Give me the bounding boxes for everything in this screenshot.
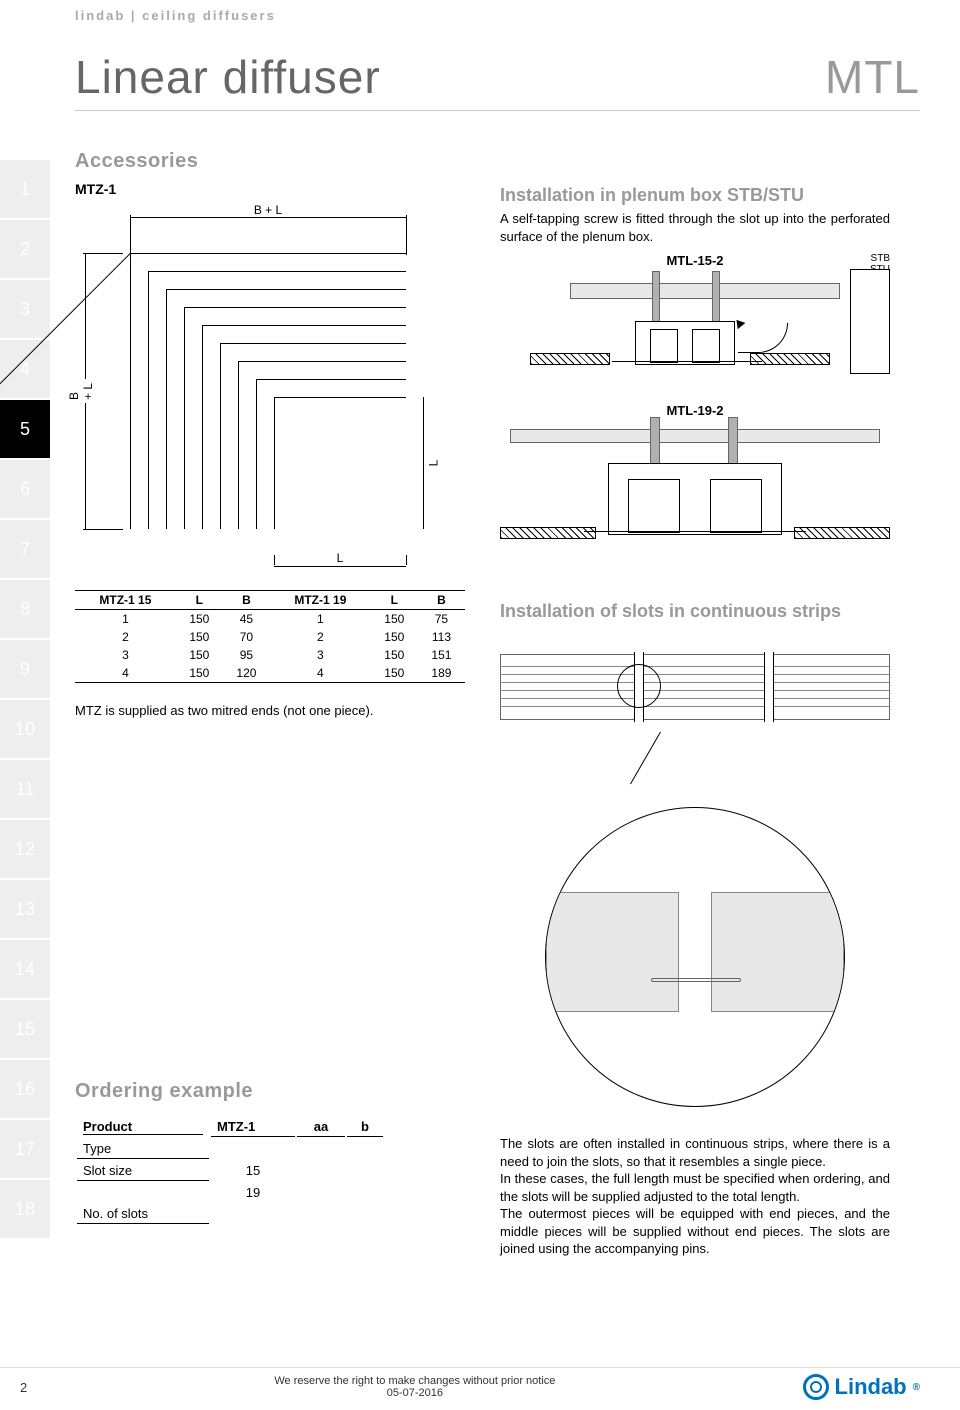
table-header: MTZ-1 19 xyxy=(270,591,371,610)
slots-p1: The slots are often installed in continu… xyxy=(500,1135,890,1170)
slots-heading: Installation of slots in continuous stri… xyxy=(500,601,890,622)
title-row: Linear diffuser MTL xyxy=(75,50,920,111)
order-product-label: Product xyxy=(83,1119,203,1135)
tab-1[interactable]: 1 xyxy=(0,160,50,218)
table-row: 41501204150189 xyxy=(75,664,465,683)
zoom-leader xyxy=(630,732,661,784)
mtl-19-2-label: MTL-19-2 xyxy=(666,403,723,418)
table-row: 115045115075 xyxy=(75,610,465,629)
dim-left-label: B + L xyxy=(67,379,95,403)
brand-name: Lindab xyxy=(835,1374,907,1400)
mtz-note: MTZ is supplied as two mitred ends (not … xyxy=(75,703,465,718)
tab-15[interactable]: 15 xyxy=(0,1000,50,1058)
tab-8[interactable]: 8 xyxy=(0,580,50,638)
table-header: MTZ-1 15 xyxy=(75,591,176,610)
accessories-heading: Accessories xyxy=(75,150,465,173)
logo-icon xyxy=(803,1374,829,1400)
product-code: MTL xyxy=(825,50,920,104)
table-header: L xyxy=(176,591,223,610)
dim-top-label: B + L xyxy=(251,203,285,217)
order-b: b xyxy=(347,1117,383,1137)
tab-5[interactable]: 5 xyxy=(0,400,50,458)
tab-2[interactable]: 2 xyxy=(0,220,50,278)
footer-notice: We reserve the right to make changes wit… xyxy=(27,1375,802,1387)
tab-13[interactable]: 13 xyxy=(0,880,50,938)
tab-14[interactable]: 14 xyxy=(0,940,50,998)
order-row: Type xyxy=(77,1139,383,1159)
table-header: B xyxy=(223,591,270,610)
install-text: A self-tapping screw is fitted through t… xyxy=(500,210,890,245)
slots-paragraphs: The slots are often installed in continu… xyxy=(500,1135,890,1258)
tab-4[interactable]: 4 xyxy=(0,340,50,398)
tab-18[interactable]: 18 xyxy=(0,1180,50,1238)
ordering-section: Ordering example Product MTZ-1 aa b Type… xyxy=(75,1080,465,1226)
footer: 2 We reserve the right to make changes w… xyxy=(0,1367,960,1400)
table-header: B xyxy=(418,591,465,610)
brand-logo: Lindab® xyxy=(803,1374,920,1400)
install-heading: Installation in plenum box STB/STU xyxy=(500,185,890,206)
slots-p3: The outermost pieces will be equipped wi… xyxy=(500,1205,890,1258)
order-aa: aa xyxy=(297,1117,345,1137)
footer-date: 05-07-2016 xyxy=(27,1387,802,1399)
mtl-15-2-label: MTL-15-2 xyxy=(666,253,723,268)
order-row: 19 xyxy=(77,1183,383,1202)
tab-16[interactable]: 16 xyxy=(0,1060,50,1118)
page-title: Linear diffuser xyxy=(75,50,381,104)
mtz-dimensions-table: MTZ-1 15LBMTZ-1 19LB 1150451150752150702… xyxy=(75,590,465,683)
left-column: Accessories MTZ-1 B + L B + L xyxy=(75,150,465,1226)
tab-9[interactable]: 9 xyxy=(0,640,50,698)
tab-7[interactable]: 7 xyxy=(0,520,50,578)
table-header: L xyxy=(371,591,418,610)
order-row: No. of slots xyxy=(77,1204,383,1224)
mtl-19-2-diagram: MTL-19-2 xyxy=(500,409,890,579)
section-tabs: 123456789101112131415161718 xyxy=(0,160,50,1238)
dim-l-right: L xyxy=(426,460,440,467)
right-column: Installation in plenum box STB/STU A sel… xyxy=(500,185,890,1258)
tab-10[interactable]: 10 xyxy=(0,700,50,758)
order-row: Slot size15 xyxy=(77,1161,383,1181)
tab-17[interactable]: 17 xyxy=(0,1120,50,1178)
table-row: 3150953150151 xyxy=(75,646,465,664)
breadcrumb: lindab | ceiling diffusers xyxy=(75,8,276,23)
order-code: MTZ-1 xyxy=(211,1117,295,1137)
page-number: 2 xyxy=(20,1380,27,1395)
slots-p2: In these cases, the full length must be … xyxy=(500,1170,890,1205)
tab-12[interactable]: 12 xyxy=(0,820,50,878)
tab-6[interactable]: 6 xyxy=(0,460,50,518)
tab-11[interactable]: 11 xyxy=(0,760,50,818)
dim-l-bottom: L xyxy=(337,551,344,565)
mtl-15-2-diagram: MTL-15-2 STB STU xyxy=(500,259,890,399)
ordering-table: Product MTZ-1 aa b TypeSlot size15 19 No. … xyxy=(75,1115,385,1226)
mtz-corner-diagram: B + L B + L L xyxy=(75,207,455,572)
table-row: 2150702150113 xyxy=(75,628,465,646)
continuous-strip-diagram xyxy=(500,642,890,732)
mtz-label: MTZ-1 xyxy=(75,181,465,197)
zoom-detail xyxy=(545,807,845,1107)
tab-3[interactable]: 3 xyxy=(0,280,50,338)
ordering-heading: Ordering example xyxy=(75,1080,465,1103)
